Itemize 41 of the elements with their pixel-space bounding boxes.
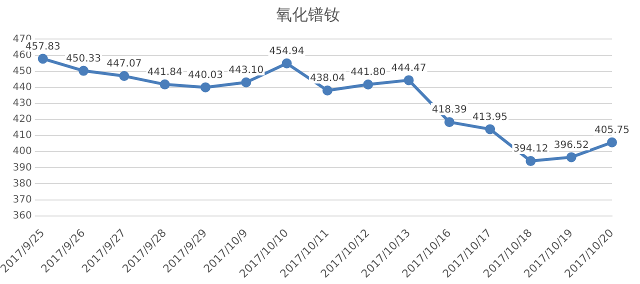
point	[119, 71, 130, 82]
data-label: 405.75	[594, 124, 630, 136]
point	[444, 117, 454, 128]
y-tick-label: 380	[12, 178, 32, 190]
data-label: 444.47	[391, 62, 426, 74]
chart-title: 氧化镨钕	[276, 4, 340, 24]
data-label: 413.95	[472, 112, 508, 123]
data-label: 443.10	[228, 64, 264, 76]
y-tick-label: 370	[12, 194, 32, 206]
point	[160, 79, 170, 90]
point	[526, 156, 536, 166]
point	[485, 124, 496, 134]
data-label: 438.04	[310, 73, 345, 84]
point	[363, 79, 374, 90]
y-tick-label: 460	[12, 50, 32, 61]
point	[78, 66, 89, 76]
point	[404, 75, 414, 86]
point	[566, 152, 576, 162]
y-tick-label: 400	[12, 146, 32, 158]
data-label: 441.80	[350, 67, 386, 78]
data-label: 454.94	[269, 46, 304, 57]
data-label: 440.03	[188, 70, 223, 81]
data-label: 450.33	[66, 53, 102, 64]
point	[200, 82, 210, 92]
y-tick-label: 440	[12, 82, 32, 93]
point	[607, 137, 617, 148]
point	[38, 54, 48, 64]
y-tick-label: 360	[12, 210, 32, 222]
point	[282, 58, 292, 68]
y-tick-label: 430	[12, 98, 32, 110]
point	[241, 77, 252, 88]
data-label: 394.12	[513, 144, 548, 155]
data-label: 447.07	[106, 58, 142, 70]
y-tick-label: 420	[12, 114, 32, 126]
y-tick-label: 390	[12, 162, 32, 174]
data-label: 396.52	[554, 140, 589, 151]
point	[322, 86, 332, 96]
data-label: 441.84	[147, 67, 182, 78]
data-label: 418.39	[432, 104, 467, 116]
y-tick-label: 450	[12, 66, 32, 77]
y-tick-label: 410	[12, 130, 32, 142]
